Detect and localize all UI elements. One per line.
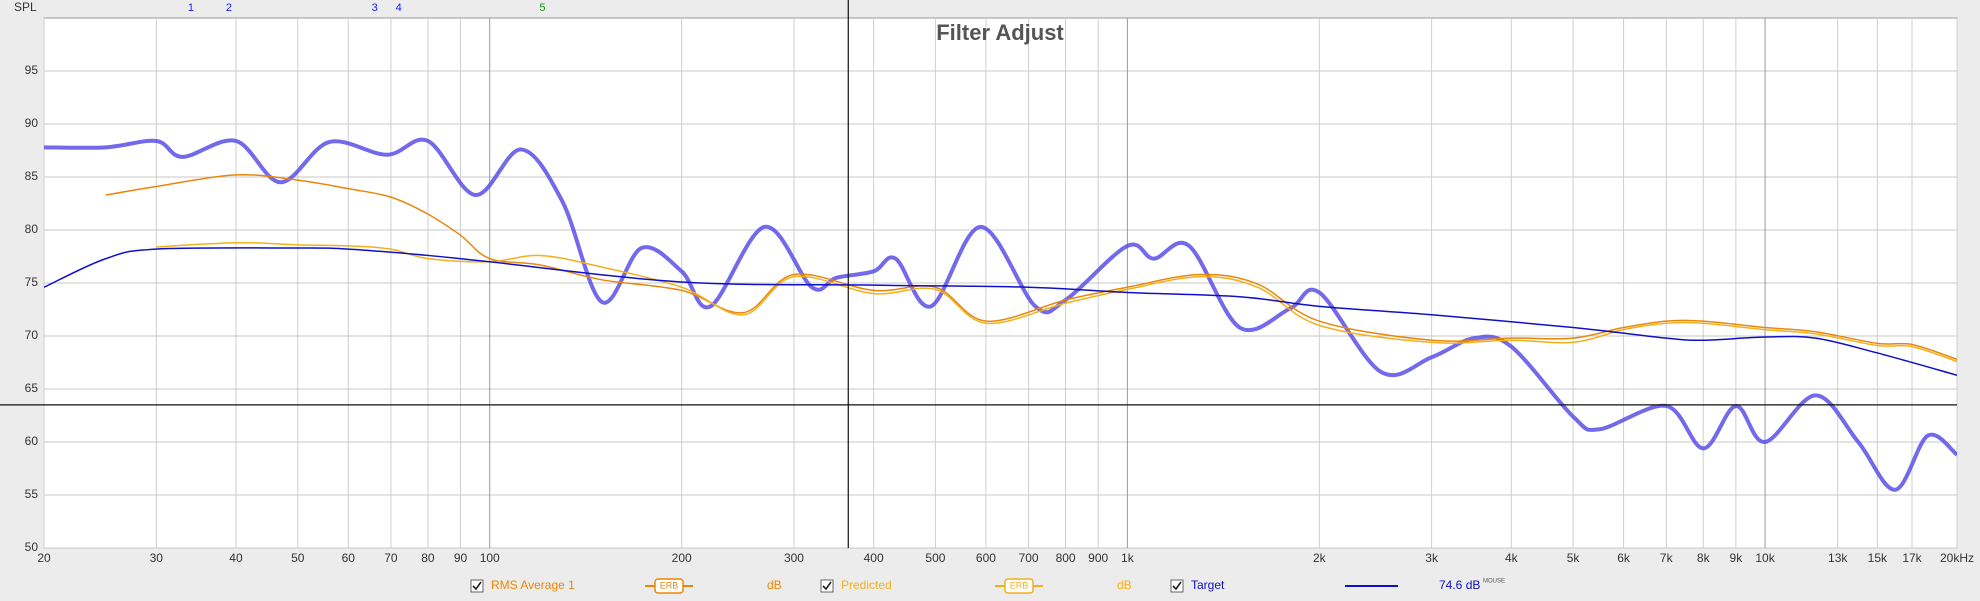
x-tick-label: 4k — [1505, 551, 1519, 565]
y-tick-label: 90 — [25, 116, 39, 130]
checkmark — [1172, 581, 1182, 591]
x-tick-label: 800 — [1056, 551, 1076, 565]
series-line — [44, 247, 1957, 376]
x-tick-label: 15k — [1868, 551, 1888, 565]
x-tick-label: 9k — [1730, 551, 1744, 565]
x-tick-label: 17k — [1902, 551, 1922, 565]
x-tick-label: 5k — [1567, 551, 1581, 565]
x-tick-label: 900 — [1088, 551, 1108, 565]
checkbox[interactable] — [470, 579, 484, 593]
y-tick-label: 80 — [25, 222, 39, 236]
x-tick-label: 7k — [1660, 551, 1674, 565]
x-tick-label: 500 — [925, 551, 945, 565]
legend: RMS Average 1 ERB dB Predicted ERB dB Target 74… — [470, 578, 1505, 594]
x-tick-label: 6k — [1617, 551, 1631, 565]
legend-label: Target — [1191, 578, 1225, 592]
unit-label: dB — [1117, 578, 1132, 592]
x-tick-label: 300 — [784, 551, 804, 565]
checkbox[interactable] — [1170, 579, 1184, 593]
x-tick-label: 1k — [1121, 551, 1135, 565]
x-tick-label: 3k — [1425, 551, 1439, 565]
checkbox[interactable] — [820, 579, 834, 593]
unit-label: dB — [767, 578, 782, 592]
filter-marker: 5 — [539, 2, 545, 14]
x-tick-label: 70 — [384, 551, 398, 565]
x-tick-label: 200 — [672, 551, 692, 565]
filter-marker: 2 — [226, 2, 232, 14]
x-tick-label: 100 — [480, 551, 500, 565]
chart-title: Filter Adjust — [936, 20, 1064, 45]
smoothing-box[interactable] — [654, 578, 684, 594]
readout: 74.6 dB — [1439, 578, 1480, 592]
filter-marker: 1 — [188, 2, 194, 14]
y-tick-label: 55 — [25, 487, 39, 501]
x-tick-label: 2k — [1313, 551, 1327, 565]
series-line — [156, 241, 1957, 363]
x-tick-label: 40 — [229, 551, 243, 565]
y-tick-label: 85 — [25, 169, 39, 183]
legend-label: RMS Average 1 — [491, 578, 575, 592]
x-tick-label: 13k — [1828, 551, 1848, 565]
series-line — [44, 137, 1957, 492]
x-tick-label: 400 — [864, 551, 884, 565]
smoothing-box[interactable] — [1004, 578, 1034, 594]
y-tick-label: 70 — [25, 328, 39, 342]
smoothing-label: ERB — [660, 580, 679, 590]
x-tick-label: 30 — [150, 551, 164, 565]
checkmark — [472, 581, 482, 591]
y-tick-label: 95 — [25, 63, 39, 77]
x-tick-label: 700 — [1019, 551, 1039, 565]
x-tick-label: 10k — [1755, 551, 1775, 565]
series-line — [105, 173, 1957, 361]
y-tick-label: 60 — [25, 434, 39, 448]
grid — [43, 18, 1958, 549]
x-tick-label: 8k — [1697, 551, 1711, 565]
filter-marker: 3 — [372, 2, 378, 14]
y-axis-label: SPL — [14, 0, 37, 14]
y-tick-label: 65 — [25, 381, 39, 395]
y-tick-label: 50 — [25, 540, 39, 554]
x-tick-label: 60 — [342, 551, 356, 565]
x-tick-label: 50 — [291, 551, 305, 565]
x-tick-label: 80 — [421, 551, 435, 565]
filter-marker: 4 — [396, 2, 402, 14]
smoothing-label: ERB — [1010, 580, 1029, 590]
x-tick-label: 20kHz — [1940, 551, 1974, 565]
checkmark — [822, 581, 832, 591]
legend-label: Predicted — [841, 578, 892, 592]
x-tick-label: 90 — [454, 551, 468, 565]
y-tick-label: 75 — [25, 275, 39, 289]
x-tick-label: 600 — [976, 551, 996, 565]
readout-note: MOUSE — [1483, 579, 1505, 585]
x-tick-label: 20 — [37, 551, 51, 565]
